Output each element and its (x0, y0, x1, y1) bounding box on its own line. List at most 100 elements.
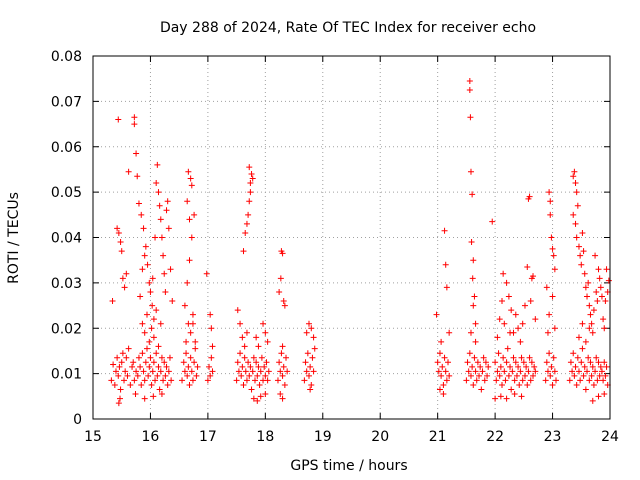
data-point (512, 359, 519, 366)
data-point (208, 354, 215, 361)
data-point (567, 359, 574, 366)
data-point (187, 329, 194, 336)
data-point (209, 368, 216, 375)
data-point (114, 354, 121, 361)
x-tick-label: 21 (429, 429, 447, 445)
data-point (598, 293, 605, 300)
data-point (575, 334, 582, 341)
data-point (121, 377, 128, 384)
data-point (245, 211, 252, 218)
data-point (515, 363, 522, 370)
data-point (595, 266, 602, 273)
data-point (121, 284, 128, 291)
data-point (250, 354, 257, 361)
data-point (181, 368, 188, 375)
data-point (577, 252, 584, 259)
data-point (119, 275, 126, 282)
data-point (527, 298, 534, 305)
y-tick-label: 0.02 (51, 321, 82, 337)
data-point (551, 266, 558, 273)
data-point (546, 350, 553, 357)
data-point (281, 381, 288, 388)
data-point (277, 368, 284, 375)
data-point (146, 338, 153, 345)
data-point (573, 189, 580, 196)
data-point (518, 393, 525, 400)
data-point (149, 368, 156, 375)
data-point (169, 298, 176, 305)
data-point (520, 359, 527, 366)
data-point (184, 372, 191, 379)
data-point (179, 377, 186, 384)
data-point (585, 279, 592, 286)
data-point (469, 275, 476, 282)
data-point (513, 372, 520, 379)
data-point (255, 363, 262, 370)
data-point (257, 368, 264, 375)
data-point (188, 368, 195, 375)
data-point (183, 350, 190, 357)
data-point (122, 368, 129, 375)
data-point (499, 381, 506, 388)
data-point (141, 395, 148, 402)
data-point (435, 368, 442, 375)
data-point (251, 377, 258, 384)
data-point (597, 363, 604, 370)
data-point (263, 359, 270, 366)
data-point (131, 377, 138, 384)
data-point (469, 191, 476, 198)
chart-title: Day 288 of 2024, Rate Of TEC Index for r… (160, 20, 536, 36)
data-point (580, 248, 587, 255)
data-point (480, 354, 487, 361)
data-point (155, 343, 162, 350)
data-points (108, 77, 612, 407)
data-point (589, 397, 596, 404)
data-point (474, 359, 481, 366)
data-point (193, 372, 200, 379)
data-point (464, 359, 471, 366)
data-point (471, 354, 478, 361)
data-point (446, 372, 453, 379)
data-point (494, 368, 501, 375)
data-point (593, 354, 600, 361)
data-point (163, 207, 170, 214)
data-point (572, 180, 579, 187)
data-point (274, 377, 281, 384)
data-point (495, 350, 502, 357)
data-point (127, 381, 134, 388)
data-point (544, 329, 551, 336)
data-point (153, 350, 160, 357)
data-point (549, 293, 556, 300)
data-point (189, 311, 196, 318)
data-point (142, 359, 149, 366)
data-point (582, 386, 589, 393)
data-point (485, 363, 492, 370)
data-point (532, 316, 539, 323)
data-point (284, 368, 291, 375)
data-point (158, 354, 165, 361)
data-point (503, 395, 510, 402)
data-point (276, 359, 283, 366)
data-point (164, 198, 171, 205)
data-point (596, 275, 603, 282)
data-point (603, 363, 610, 370)
data-point (137, 363, 144, 370)
data-point (440, 391, 447, 398)
data-point (523, 363, 530, 370)
data-point (489, 218, 496, 225)
data-point (573, 234, 580, 241)
data-point (148, 381, 155, 388)
data-point (499, 298, 506, 305)
data-point (532, 368, 539, 375)
data-point (142, 243, 149, 250)
data-point (149, 302, 156, 309)
data-point (130, 359, 137, 366)
data-point (189, 320, 196, 327)
data-point (440, 381, 447, 388)
data-point (247, 180, 254, 187)
data-point (578, 261, 585, 268)
data-point (592, 368, 599, 375)
x-tick-label: 23 (544, 429, 562, 445)
data-point (239, 334, 246, 341)
data-point (243, 329, 250, 336)
